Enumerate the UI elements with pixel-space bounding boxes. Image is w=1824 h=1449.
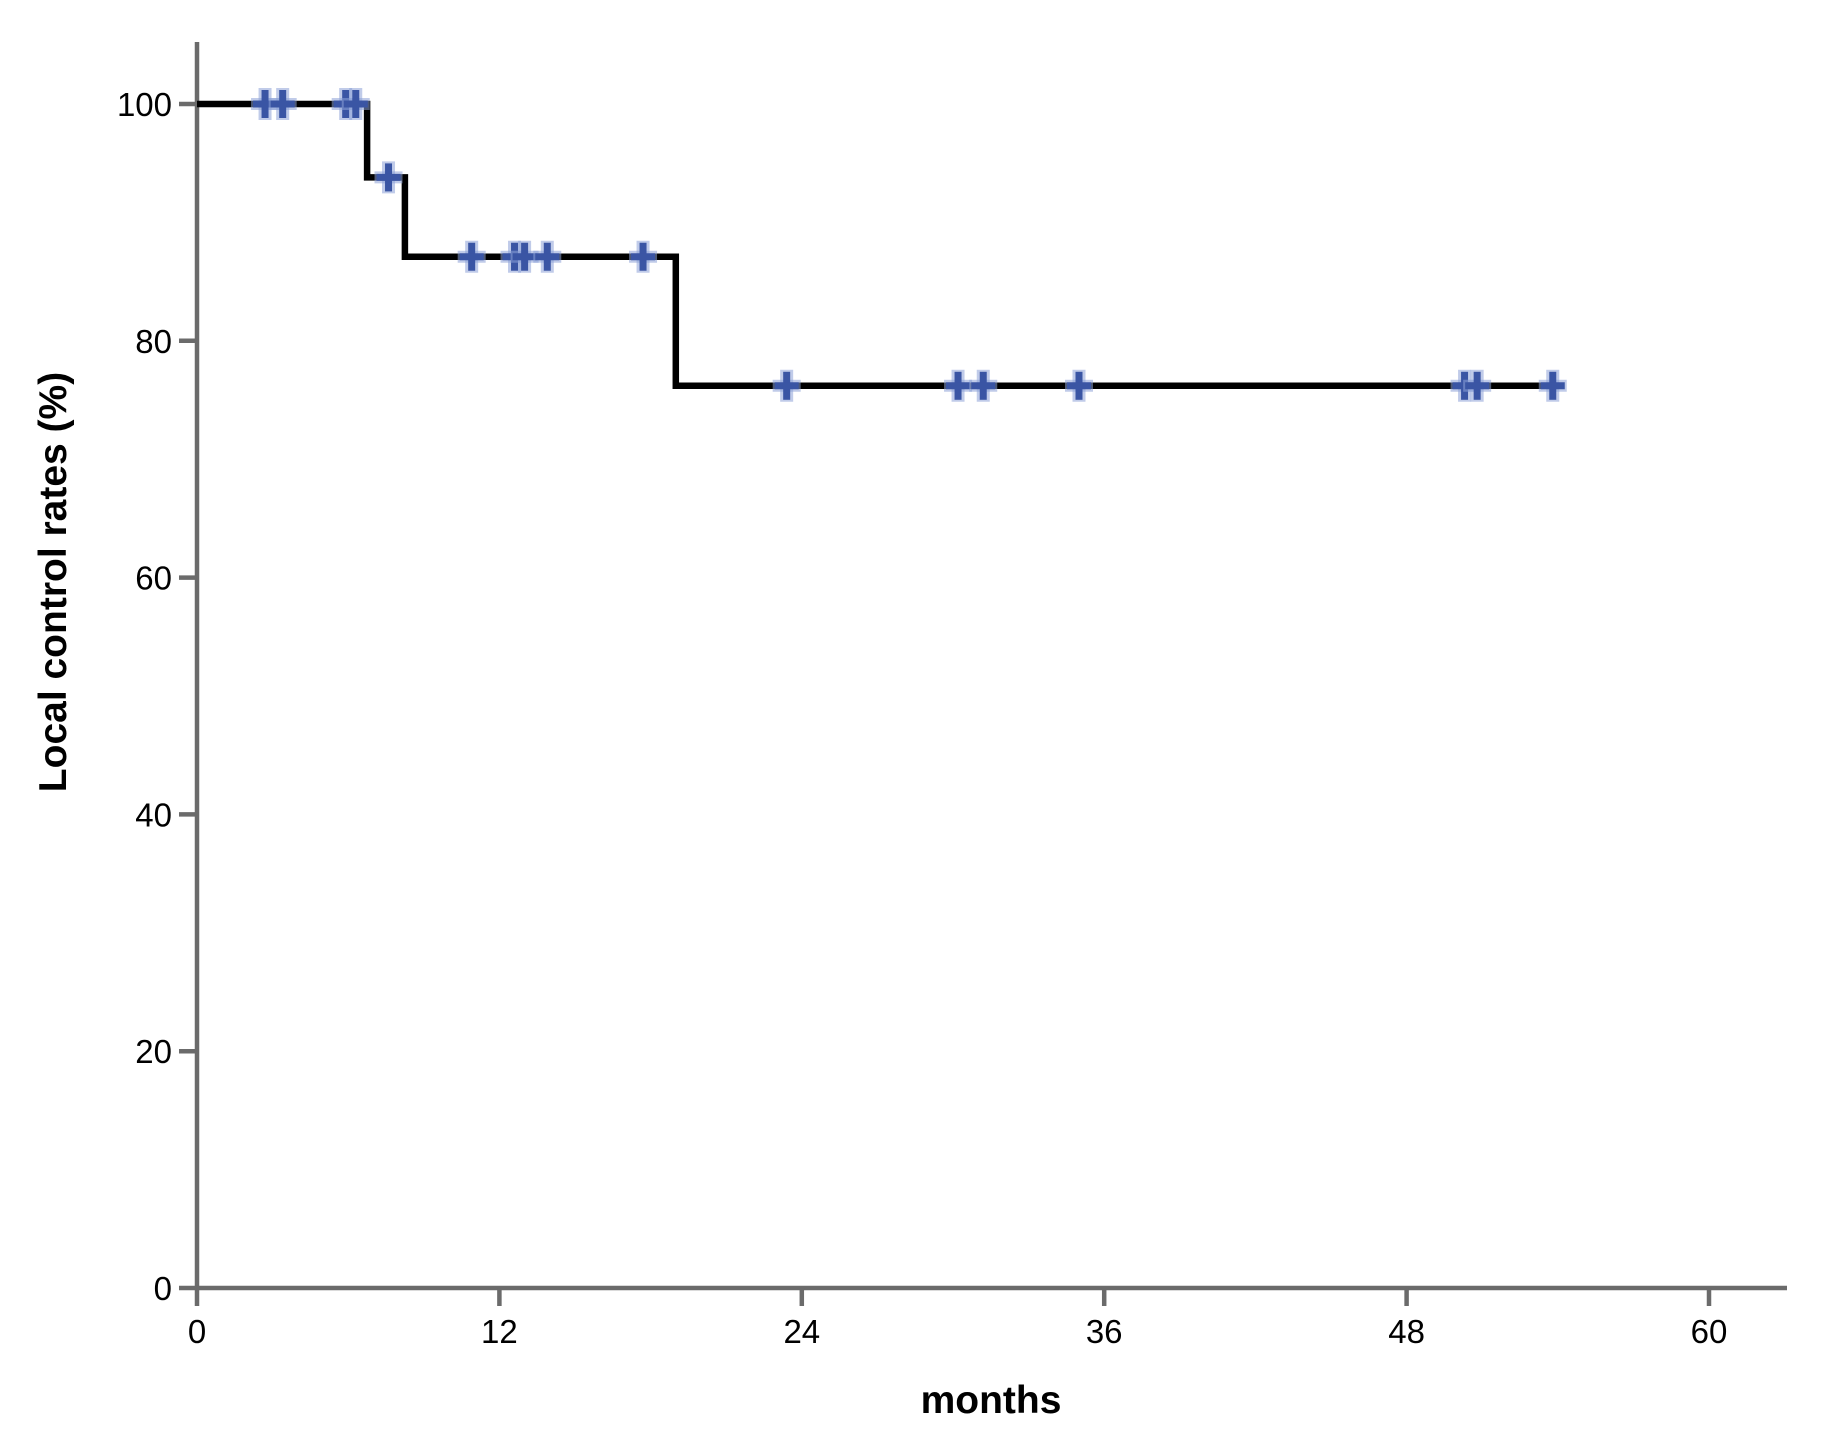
censor-mark: [341, 88, 370, 120]
x-tick-label: 0: [188, 1313, 206, 1350]
y-tick-label: 0: [154, 1270, 172, 1307]
y-tick-label: 20: [135, 1033, 172, 1070]
censor-mark: [533, 240, 562, 273]
x-tick-label: 36: [1086, 1313, 1123, 1350]
x-axis-title: months: [921, 1379, 1062, 1422]
censor-mark: [1463, 369, 1492, 402]
x-tick-label: 48: [1388, 1313, 1425, 1350]
km-step-curve: [197, 100, 1561, 390]
y-tick-label: 40: [135, 796, 172, 833]
x-tick-label: 12: [481, 1313, 518, 1350]
x-tick-label: 60: [1691, 1313, 1728, 1350]
censor-mark: [629, 240, 658, 273]
censor-mark: [268, 88, 297, 120]
y-tick-label: 100: [117, 86, 172, 123]
censor-mark: [772, 369, 801, 402]
censor-mark: [944, 369, 973, 402]
censor-mark: [1538, 369, 1567, 402]
censor-mark: [374, 161, 403, 194]
censor-mark: [1065, 369, 1093, 402]
plot-area: 0 12 24 36 48 60 0 20 40 60 80 100: [117, 42, 1787, 1350]
censor-mark: [969, 369, 998, 402]
y-tick-label: 60: [135, 560, 172, 597]
censor-mark: [457, 240, 486, 273]
y-tick-label: 80: [135, 323, 172, 360]
x-tick-label: 24: [783, 1313, 820, 1350]
y-axis-title: Local control rates (%): [32, 372, 75, 792]
